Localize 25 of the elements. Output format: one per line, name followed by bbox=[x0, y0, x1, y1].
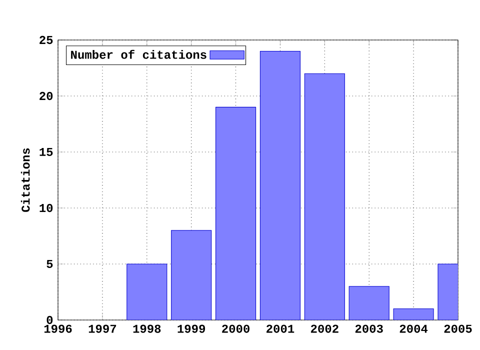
x-tick-label: 2002 bbox=[310, 324, 338, 333]
y-tick-label: 5 bbox=[46, 260, 53, 268]
bar bbox=[216, 106, 256, 320]
bar bbox=[348, 286, 390, 320]
bar bbox=[260, 50, 300, 320]
legend-label: Number of citations bbox=[71, 50, 206, 59]
bar bbox=[393, 308, 434, 320]
y-tick-label: 25 bbox=[40, 36, 53, 44]
bar bbox=[126, 264, 168, 320]
x-tick-label: 2003 bbox=[355, 324, 383, 333]
x-tick-label: 2001 bbox=[266, 324, 294, 333]
bar bbox=[171, 230, 212, 320]
x-tick-label: 2005 bbox=[444, 324, 472, 333]
x-tick-label: 1997 bbox=[88, 324, 116, 333]
x-tick-label: 2000 bbox=[222, 324, 250, 333]
bar bbox=[304, 73, 345, 320]
y-tick-label: 15 bbox=[40, 148, 53, 156]
y-tick-label: 20 bbox=[40, 92, 53, 100]
x-tick-label: 1998 bbox=[133, 324, 161, 333]
x-tick-label: 2004 bbox=[400, 324, 428, 333]
x-tick-label: 1996 bbox=[44, 324, 72, 333]
y-axis-title: Citations bbox=[20, 148, 30, 212]
y-tick-label: 0 bbox=[46, 316, 53, 324]
y-tick-label: 10 bbox=[40, 204, 53, 212]
x-tick-label: 1999 bbox=[178, 324, 206, 333]
